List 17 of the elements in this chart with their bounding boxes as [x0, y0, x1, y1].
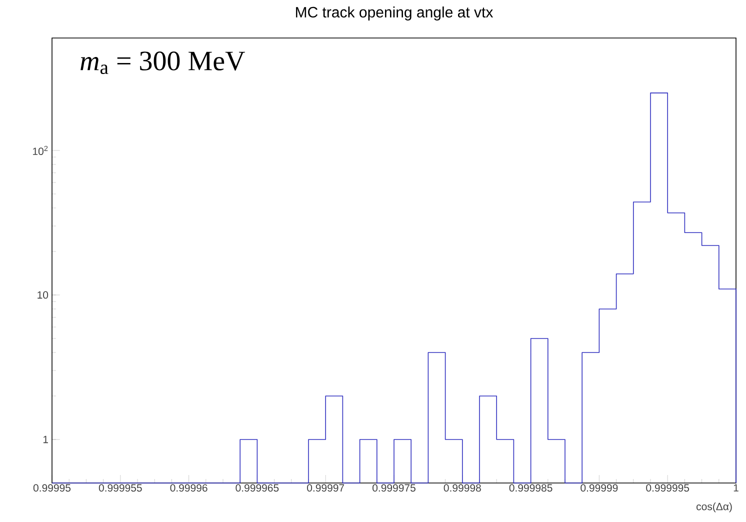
x-tick-label: 0.999995	[646, 484, 690, 492]
chart-title: MC track opening angle at vtx	[296, 6, 494, 20]
x-axis-title: cos(Δα)	[696, 502, 732, 512]
x-tick-label: 0.99997	[307, 484, 344, 492]
x-tick-label: 0.99995	[33, 484, 71, 492]
annotation: m$_{a}$ = 300 MeV	[80, 52, 245, 74]
x-tick-label: 0.999985	[509, 484, 552, 492]
x-tick-label: 0.99998	[444, 484, 481, 492]
y-tick-label: 10$^{2}$	[33, 146, 48, 156]
x-tick-label: 0.99999	[580, 484, 618, 492]
x-tick-label: 0.999955	[98, 484, 142, 492]
y-tick-label: 1	[43, 436, 48, 444]
x-tick-label: 0.99996	[170, 484, 208, 492]
x-tick-label: 1	[734, 484, 738, 492]
y-tick-label: 10	[38, 291, 48, 299]
x-tick-label: 0.999965	[236, 484, 279, 492]
x-tick-label: 0.999975	[372, 484, 416, 492]
